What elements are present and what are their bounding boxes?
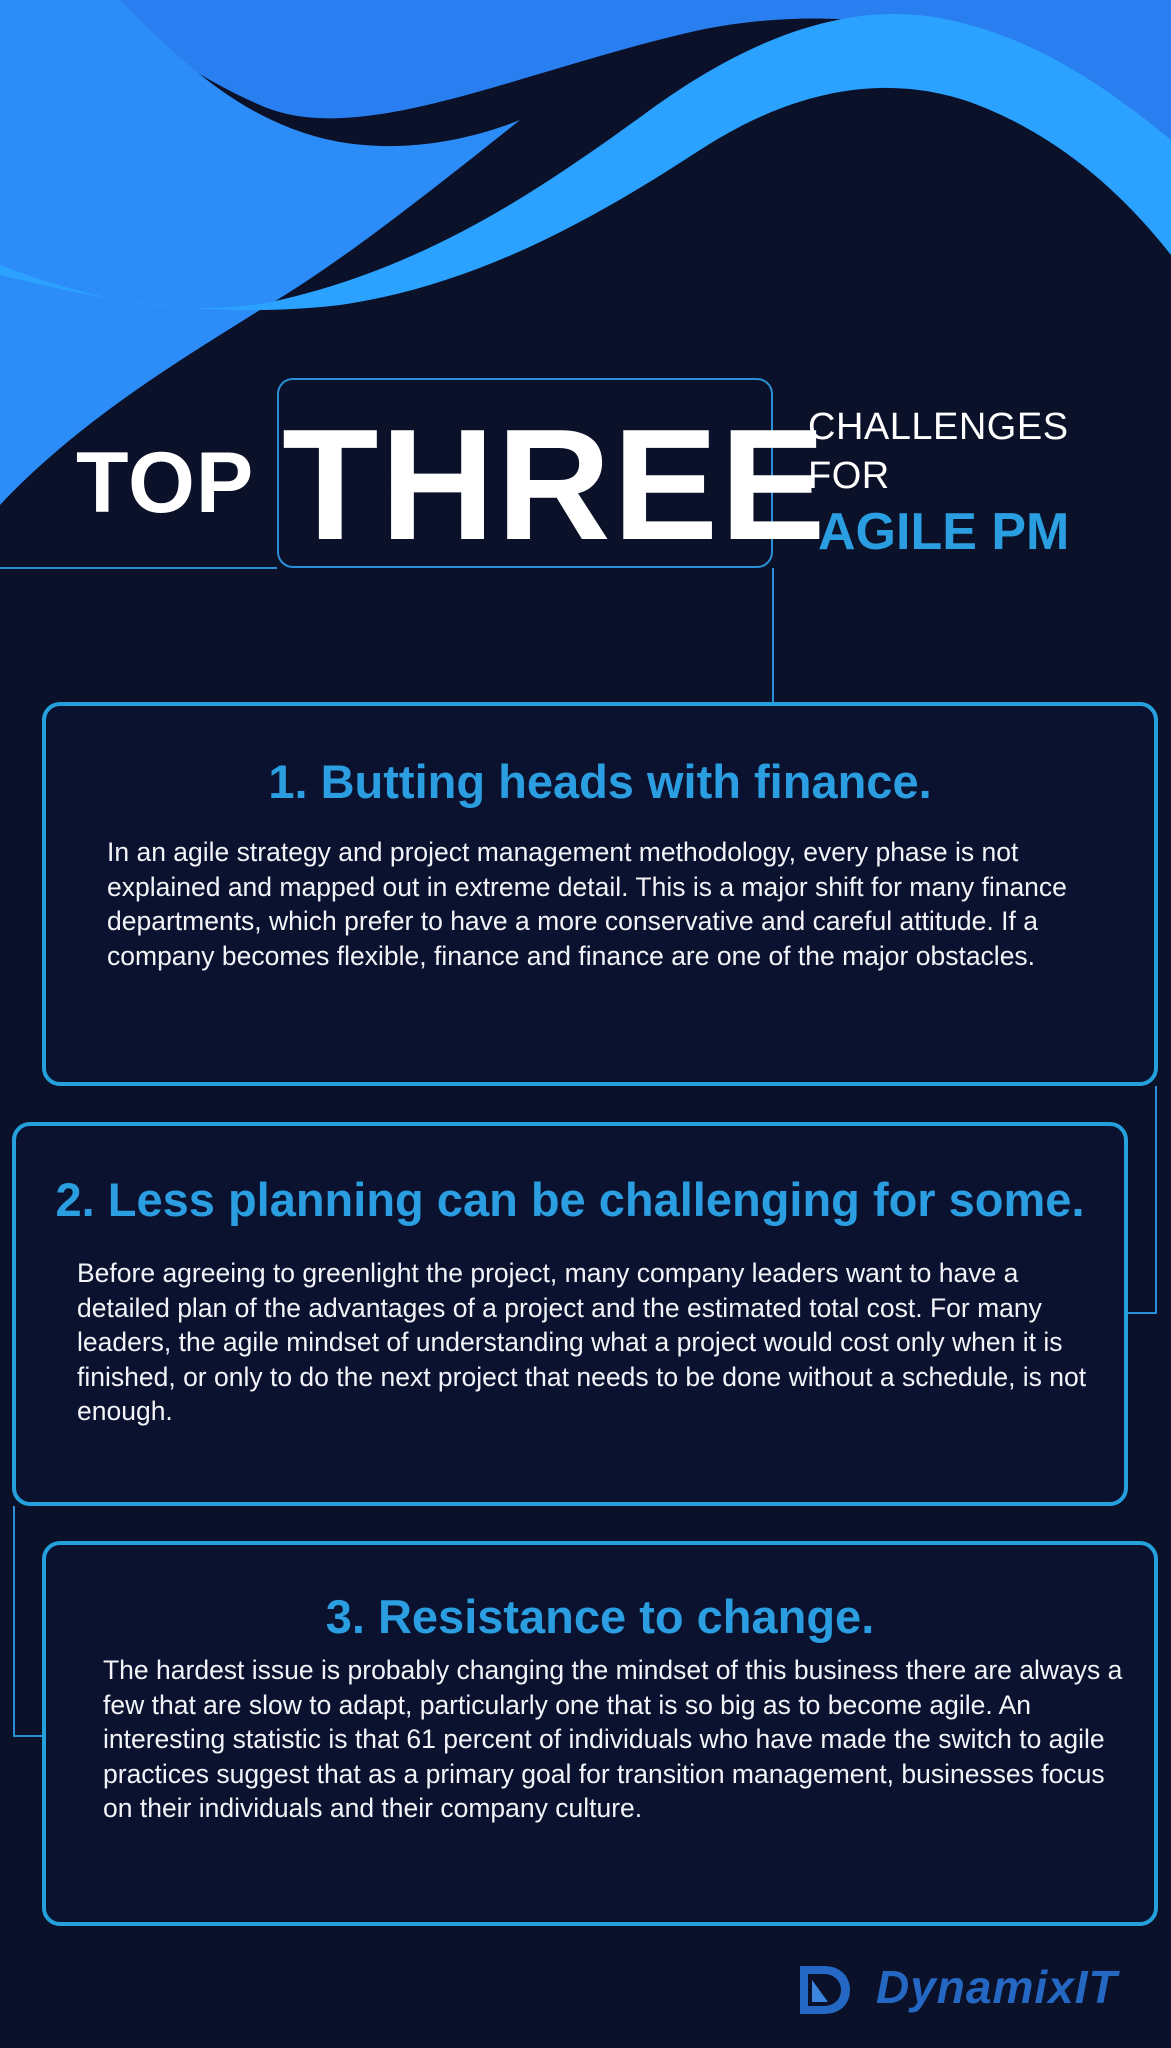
challenge-card-1: 1. Butting heads with finance. In an agi… (42, 702, 1158, 1086)
three-frame (277, 378, 773, 568)
title-challenges: CHALLENGES (808, 406, 1069, 448)
title-for: FOR (808, 455, 890, 497)
challenge-body-1: In an agile strategy and project managem… (107, 837, 1067, 971)
challenge-title-1: 1. Butting heads with finance. (268, 755, 932, 808)
challenge-body-3: The hardest issue is probably changing t… (103, 1655, 1123, 1823)
logo-wordmark: DynamixIT (876, 1961, 1118, 2013)
challenge-title-3: 3. Resistance to change. (325, 1590, 875, 1643)
title-agile-pm: AGILE PM (818, 503, 1070, 561)
dynamixit-logo-icon (800, 1966, 850, 2014)
challenge-title-2: 2. Less planning can be challenging for … (55, 1173, 1085, 1226)
brand-logo: DynamixIT (794, 1962, 1154, 2022)
wave-front (0, 14, 1171, 311)
wave-back (0, 0, 1171, 150)
wave-large (0, 0, 520, 505)
title-top: TOP (76, 435, 255, 531)
challenge-body-2: Before agreeing to greenlight the projec… (77, 1258, 1087, 1426)
challenge-card-3: 3. Resistance to change. The hardest iss… (42, 1541, 1158, 1926)
background-waves (0, 0, 1171, 505)
connector-card2-to-card3 (13, 1506, 42, 1737)
challenge-card-2: 2. Less planning can be challenging for … (12, 1122, 1128, 1506)
title-three: THREE (282, 397, 828, 573)
connector-card1-to-card2 (1128, 1086, 1157, 1314)
